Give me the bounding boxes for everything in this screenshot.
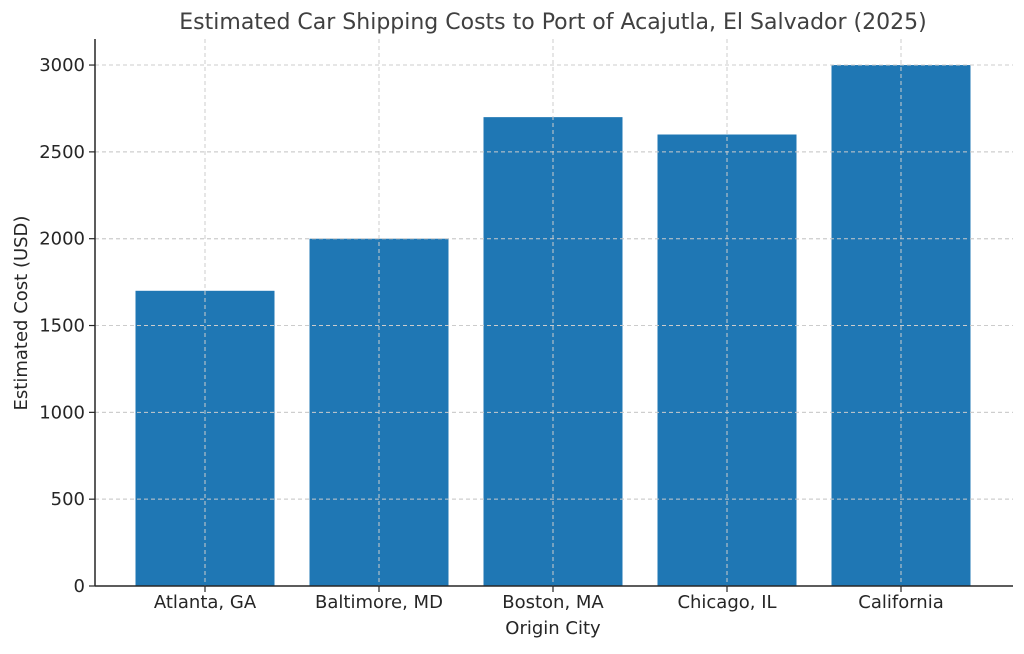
y-tick-label: 500 xyxy=(51,489,85,510)
y-tick-label: 3000 xyxy=(39,55,85,76)
y-tick-label: 1000 xyxy=(39,402,85,423)
chart-title: Estimated Car Shipping Costs to Port of … xyxy=(179,10,926,35)
y-axis-label: Estimated Cost (USD) xyxy=(11,216,32,411)
x-axis-label: Origin City xyxy=(505,618,601,639)
y-tick-label: 2000 xyxy=(39,229,85,250)
axes xyxy=(94,39,1013,587)
grid-overlay xyxy=(95,39,1013,586)
x-tick-label: Atlanta, GA xyxy=(154,592,257,613)
x-tick-label: Boston, MA xyxy=(502,592,604,613)
x-tick-label: Chicago, IL xyxy=(677,592,776,613)
y-tick-label: 2500 xyxy=(39,142,85,163)
y-tick-label: 1500 xyxy=(39,316,85,337)
ticks: 0 500 1000 1500 2000 2500 3000 Atlanta, GA Balti… xyxy=(39,55,944,613)
x-tick-label: Baltimore, MD xyxy=(315,592,443,613)
y-tick-label: 0 xyxy=(74,576,85,597)
x-tick-label: California xyxy=(858,592,943,613)
